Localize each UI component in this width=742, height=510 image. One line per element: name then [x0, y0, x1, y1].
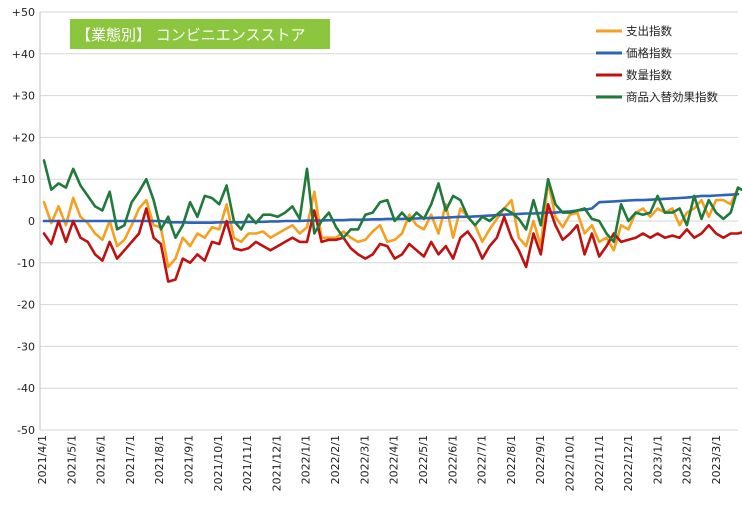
x-tick-label: 2022/3/1: [358, 435, 371, 484]
x-tick-label: 2021/9/1: [183, 435, 196, 484]
x-tick-label: 2021/10/1: [212, 435, 225, 491]
y-tick-label: +50: [12, 6, 35, 19]
series-line-3: [42, 159, 742, 244]
x-tick-label: 2021/12/1: [270, 435, 283, 491]
x-tick-label: 2022/6/1: [446, 435, 459, 484]
x-tick-label: 2022/9/1: [534, 435, 547, 484]
chart-title-box: 【業態別】 コンビニエンスストア: [70, 19, 330, 49]
x-tick-label: 2022/8/1: [505, 435, 518, 484]
y-tick-label: -20: [17, 299, 35, 312]
x-tick-label: 2023/1/1: [651, 435, 664, 484]
x-tick-label: 2021/5/1: [65, 435, 78, 484]
x-tick-label: 2022/11/1: [593, 435, 606, 491]
x-tick-label: 2022/1/1: [300, 435, 313, 484]
x-tick-label: 2021/7/1: [124, 435, 137, 484]
chart-title-background: [70, 19, 330, 49]
series-lines: [42, 159, 742, 283]
x-tick-label: 2021/6/1: [95, 435, 108, 484]
y-tick-label: +30: [12, 90, 35, 103]
y-tick-label: 0: [28, 215, 35, 228]
x-tick-label: 2022/10/1: [563, 435, 576, 491]
y-tick-label: +40: [12, 48, 35, 61]
y-tick-label: -10: [17, 257, 35, 270]
series-line-2: [42, 203, 742, 283]
x-tick-label: 2022/5/1: [417, 435, 430, 484]
x-tick-label: 2022/12/1: [622, 435, 635, 491]
x-tick-label: 2021/4/1: [36, 435, 49, 484]
x-tick-label: 2022/7/1: [476, 435, 489, 484]
legend-label: 数量指数: [626, 68, 672, 82]
y-tick-label: +10: [12, 173, 35, 186]
legend-label: 支出指数: [626, 24, 672, 38]
x-tick-label: 2022/4/1: [388, 435, 401, 484]
y-tick-label: -50: [17, 424, 35, 437]
y-tick-label: -30: [17, 340, 35, 353]
legend-label: 価格指数: [626, 46, 672, 60]
x-tick-label: 2021/11/1: [241, 435, 254, 491]
x-tick-label: 2021/8/1: [153, 435, 166, 484]
x-tick-label: 2023/2/1: [681, 435, 694, 484]
x-tick-label: 2022/2/1: [329, 435, 342, 484]
y-tick-label: -40: [17, 382, 35, 395]
y-tick-label: +20: [12, 131, 35, 144]
chart-title: 【業態別】 コンビニエンスストア: [76, 26, 305, 44]
x-tick-label: 2023/3/1: [710, 435, 723, 484]
legend-label: 商品入替効果指数: [626, 90, 718, 104]
